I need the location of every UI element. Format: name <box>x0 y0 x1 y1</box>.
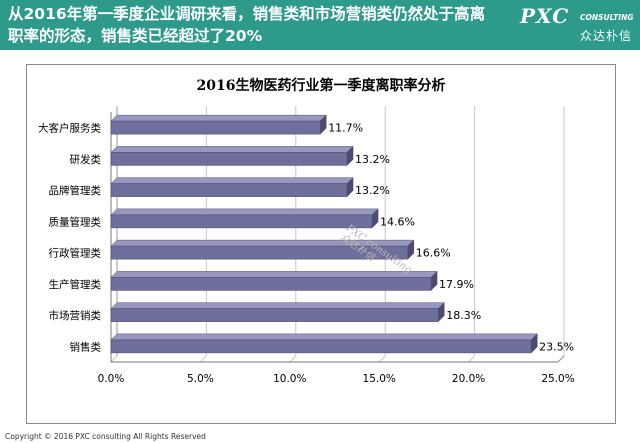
data-label: 23.5% <box>539 340 574 353</box>
company-logo: PXC CONSULTING 众达朴信 <box>520 4 634 46</box>
logo-brand: PXC <box>520 4 570 28</box>
data-label: 14.6% <box>380 215 415 228</box>
bar-top-face <box>110 333 538 341</box>
chart-frame: 2016生物医药行业第一季度离职率分析 0.0% 5.0% 10.0% 15.0% 20.… <box>26 64 616 424</box>
data-label: 18.3% <box>446 309 481 322</box>
x-tick-label: 10.0% <box>273 373 306 385</box>
x-tick-label: 15.0% <box>363 373 396 385</box>
bar <box>110 308 439 322</box>
category-label: 生产管理类 <box>49 278 102 291</box>
bar-top-face <box>110 114 327 122</box>
grid-floor-line <box>200 355 207 363</box>
bar <box>110 245 409 260</box>
data-label: 11.7% <box>328 122 363 135</box>
bar-top-face <box>110 146 354 153</box>
category-label: 大客户服务类 <box>38 122 101 135</box>
header-text: 从2016年第一季度企业调研来看，销售类和市场营销类仍然处于高离 职率的形态，销… <box>8 3 520 47</box>
x-tick-label: 5.0% <box>187 373 214 385</box>
bar <box>110 120 321 135</box>
header-banner: 从2016年第一季度企业调研来看，销售类和市场营销类仍然处于高离 职率的形态，销… <box>0 0 640 50</box>
bar <box>110 152 348 166</box>
logo-chinese-name: 众达朴信 <box>580 29 633 43</box>
bar <box>110 214 373 229</box>
copyright-footer: Copyright © 2016 PXC consulting All Righ… <box>5 432 206 441</box>
bar <box>110 277 432 291</box>
chart-title: 2016生物医药行业第一季度离职率分析 <box>197 77 446 94</box>
bar <box>110 339 532 354</box>
header-line-1: 从2016年第一季度企业调研来看，销售类和市场营销类仍然处于高离 <box>8 5 486 23</box>
category-label: 品牌管理类 <box>49 184 102 197</box>
category-label: 质量管理类 <box>49 215 102 228</box>
bar-top-face <box>110 208 379 216</box>
data-label: 13.2% <box>355 153 390 166</box>
bar <box>110 183 348 197</box>
x-tick-label: 25.0% <box>541 373 574 385</box>
data-label: 17.9% <box>439 278 474 291</box>
grid-floor-line <box>289 355 297 363</box>
x-tick-label: 20.0% <box>452 373 485 385</box>
bar-top-face <box>110 302 445 309</box>
x-tick-label: 0.0% <box>98 373 125 385</box>
grid-floor-line <box>378 355 386 363</box>
header-line-2: 职率的形态，销售类已经超过了20% <box>8 27 263 45</box>
grid-floor-line <box>110 355 118 363</box>
category-label: 销售类 <box>70 340 102 353</box>
category-label: 研发类 <box>70 153 102 166</box>
category-label: 市场营销类 <box>49 309 102 322</box>
bar-chart: 2016生物医药行业第一季度离职率分析 0.0% 5.0% 10.0% 15.0% 20.… <box>38 77 575 385</box>
bar-top-face <box>110 177 354 184</box>
grid-floor-line <box>468 355 475 363</box>
category-label: 行政管理类 <box>49 247 102 260</box>
logo-subtitle: CONSULTING <box>580 13 634 22</box>
axis-floor-edge <box>557 355 565 363</box>
data-label: 13.2% <box>355 184 390 197</box>
data-label: 16.6% <box>416 247 451 260</box>
